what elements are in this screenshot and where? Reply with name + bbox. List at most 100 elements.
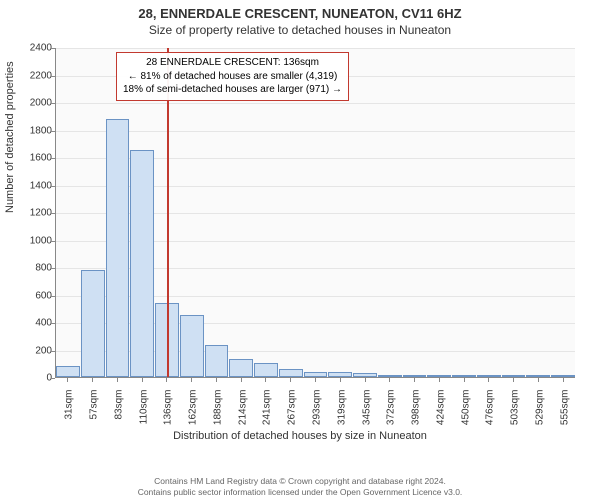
y-tick-mark xyxy=(51,48,55,49)
x-tick-label: 162sqm xyxy=(188,390,199,440)
histogram-bar xyxy=(205,345,229,377)
annotation-line: ← 81% of detached houses are smaller (4,… xyxy=(123,70,342,84)
annotation-line: 28 ENNERDALE CRESCENT: 136sqm xyxy=(123,56,342,70)
histogram-bar xyxy=(477,375,501,377)
x-tick-label: 83sqm xyxy=(113,390,124,440)
y-tick-label: 1200 xyxy=(7,208,52,219)
y-tick-mark xyxy=(51,103,55,104)
x-tick-label: 214sqm xyxy=(237,390,248,440)
y-tick-label: 200 xyxy=(7,345,52,356)
histogram-bar xyxy=(452,375,476,377)
y-tick-mark xyxy=(51,296,55,297)
x-tick-label: 398sqm xyxy=(411,390,422,440)
histogram-bar xyxy=(279,369,303,377)
x-tick-label: 319sqm xyxy=(336,390,347,440)
histogram-bar xyxy=(378,375,402,377)
x-tick-mark xyxy=(365,378,366,382)
y-tick-mark xyxy=(51,268,55,269)
y-tick-label: 2400 xyxy=(7,43,52,54)
x-tick-label: 372sqm xyxy=(386,390,397,440)
x-tick-label: 424sqm xyxy=(435,390,446,440)
x-tick-mark xyxy=(241,378,242,382)
y-tick-mark xyxy=(51,241,55,242)
x-tick-mark xyxy=(563,378,564,382)
chart-container: Number of detached properties 28 ENNERDA… xyxy=(0,38,600,438)
x-tick-mark xyxy=(414,378,415,382)
footer-line-2: Contains public sector information licen… xyxy=(0,487,600,498)
histogram-bar xyxy=(56,366,80,377)
x-tick-label: 476sqm xyxy=(485,390,496,440)
x-tick-mark xyxy=(464,378,465,382)
y-tick-label: 800 xyxy=(7,263,52,274)
x-tick-label: 450sqm xyxy=(460,390,471,440)
x-tick-mark xyxy=(92,378,93,382)
x-tick-mark xyxy=(290,378,291,382)
histogram-bar xyxy=(180,315,204,377)
plot-area: 28 ENNERDALE CRESCENT: 136sqm← 81% of de… xyxy=(55,48,575,378)
x-tick-mark xyxy=(513,378,514,382)
annotation-line: 18% of semi-detached houses are larger (… xyxy=(123,83,342,97)
x-tick-label: 555sqm xyxy=(559,390,570,440)
histogram-bar xyxy=(427,375,451,377)
x-tick-mark xyxy=(488,378,489,382)
x-tick-label: 110sqm xyxy=(138,390,149,440)
x-tick-label: 293sqm xyxy=(312,390,323,440)
x-tick-label: 188sqm xyxy=(212,390,223,440)
x-tick-mark xyxy=(538,378,539,382)
histogram-bar xyxy=(130,150,154,377)
histogram-bar xyxy=(526,375,550,377)
y-tick-mark xyxy=(51,186,55,187)
histogram-bar xyxy=(328,372,352,378)
x-tick-label: 136sqm xyxy=(163,390,174,440)
histogram-bar xyxy=(502,375,526,377)
y-tick-label: 1600 xyxy=(7,153,52,164)
y-tick-label: 1400 xyxy=(7,180,52,191)
histogram-bar xyxy=(106,119,130,378)
y-tick-mark xyxy=(51,378,55,379)
page-title: 28, ENNERDALE CRESCENT, NUNEATON, CV11 6… xyxy=(0,0,600,21)
x-tick-mark xyxy=(439,378,440,382)
histogram-bar xyxy=(254,363,278,377)
footer-attribution: Contains HM Land Registry data © Crown c… xyxy=(0,476,600,498)
histogram-bar xyxy=(353,373,377,377)
y-tick-mark xyxy=(51,351,55,352)
x-tick-mark xyxy=(315,378,316,382)
x-tick-label: 345sqm xyxy=(361,390,372,440)
x-tick-mark xyxy=(340,378,341,382)
y-tick-label: 0 xyxy=(7,373,52,384)
x-tick-label: 57sqm xyxy=(89,390,100,440)
y-tick-mark xyxy=(51,158,55,159)
histogram-bar xyxy=(403,375,427,377)
grid-line xyxy=(56,131,575,132)
annotation-box: 28 ENNERDALE CRESCENT: 136sqm← 81% of de… xyxy=(116,52,349,101)
y-tick-mark xyxy=(51,76,55,77)
x-tick-mark xyxy=(142,378,143,382)
y-tick-mark xyxy=(51,213,55,214)
grid-line xyxy=(56,103,575,104)
histogram-bar xyxy=(81,270,105,377)
y-tick-label: 400 xyxy=(7,318,52,329)
y-tick-label: 1000 xyxy=(7,235,52,246)
x-tick-label: 529sqm xyxy=(534,390,545,440)
y-tick-mark xyxy=(51,131,55,132)
histogram-bar xyxy=(229,359,253,377)
grid-line xyxy=(56,48,575,49)
x-tick-label: 241sqm xyxy=(262,390,273,440)
x-tick-mark xyxy=(67,378,68,382)
x-tick-mark xyxy=(191,378,192,382)
y-tick-label: 2000 xyxy=(7,98,52,109)
footer-line-1: Contains HM Land Registry data © Crown c… xyxy=(0,476,600,487)
x-tick-mark xyxy=(265,378,266,382)
histogram-bar xyxy=(551,375,575,377)
x-tick-label: 267sqm xyxy=(287,390,298,440)
x-tick-mark xyxy=(216,378,217,382)
x-tick-mark xyxy=(389,378,390,382)
x-tick-mark xyxy=(166,378,167,382)
y-tick-label: 1800 xyxy=(7,125,52,136)
y-tick-label: 2200 xyxy=(7,70,52,81)
histogram-bar xyxy=(304,372,328,378)
y-tick-label: 600 xyxy=(7,290,52,301)
x-tick-label: 503sqm xyxy=(510,390,521,440)
x-tick-label: 31sqm xyxy=(64,390,75,440)
x-tick-mark xyxy=(117,378,118,382)
